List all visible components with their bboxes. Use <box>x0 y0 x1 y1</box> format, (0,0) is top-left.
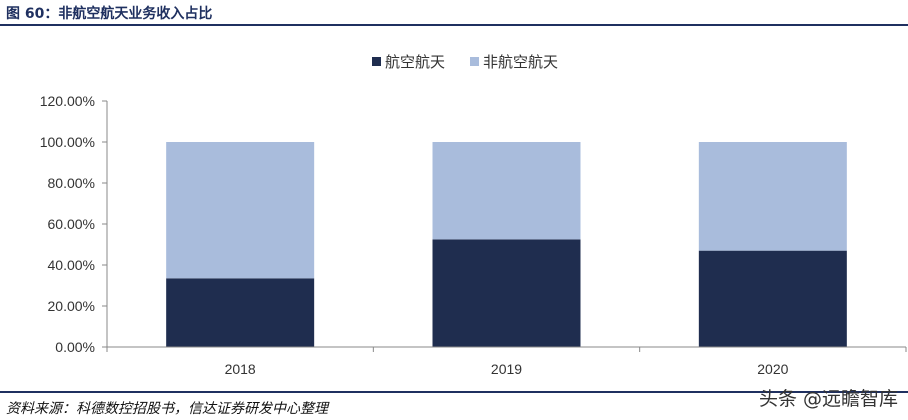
bar-2020-series-0 <box>698 250 847 347</box>
y-tick-label: 100.00% <box>40 134 95 150</box>
y-tick-label: 80.00% <box>48 175 95 191</box>
bar-2019-series-0 <box>432 239 581 347</box>
legend-swatch <box>372 57 381 66</box>
legend-swatch <box>470 57 479 66</box>
watermark: 头条 @远瞻智库 <box>758 388 898 410</box>
bar-2020-series-1 <box>698 142 847 251</box>
stacked-bar-chart: 航空航天 非航空航天 0.00% 20.00% 40.00% 60.00% 80.00% 1… <box>40 53 907 377</box>
figure-title: 图 60：非航空航天业务收入占比 <box>6 6 213 22</box>
y-tick-label: 120.00% <box>40 93 95 109</box>
x-tick-label: 2019 <box>491 361 522 377</box>
legend-label: 航空航天 <box>385 53 445 71</box>
bar-2018-series-0 <box>166 278 315 347</box>
y-tick-label: 20.00% <box>48 298 95 314</box>
bar-2018-series-1 <box>166 142 315 279</box>
y-tick-label: 40.00% <box>48 257 95 273</box>
bars <box>166 142 847 347</box>
y-tick-label: 0.00% <box>55 339 95 355</box>
x-tick-label: 2018 <box>225 361 256 377</box>
bar-2019-series-1 <box>432 142 581 240</box>
x-axis: 2018 2019 2020 <box>106 346 907 377</box>
legend: 航空航天 非航空航天 <box>372 53 558 71</box>
legend-label: 非航空航天 <box>483 53 558 71</box>
y-tick-label: 60.00% <box>48 216 95 232</box>
bottom-rule <box>0 391 908 393</box>
source-note: 资料来源：科德数控招股书，信达证券研发中心整理 <box>6 401 328 417</box>
top-rule <box>0 24 908 26</box>
x-tick-label: 2020 <box>757 361 788 377</box>
y-axis: 0.00% 20.00% 40.00% 60.00% 80.00% 100.00% 120.… <box>40 93 108 355</box>
